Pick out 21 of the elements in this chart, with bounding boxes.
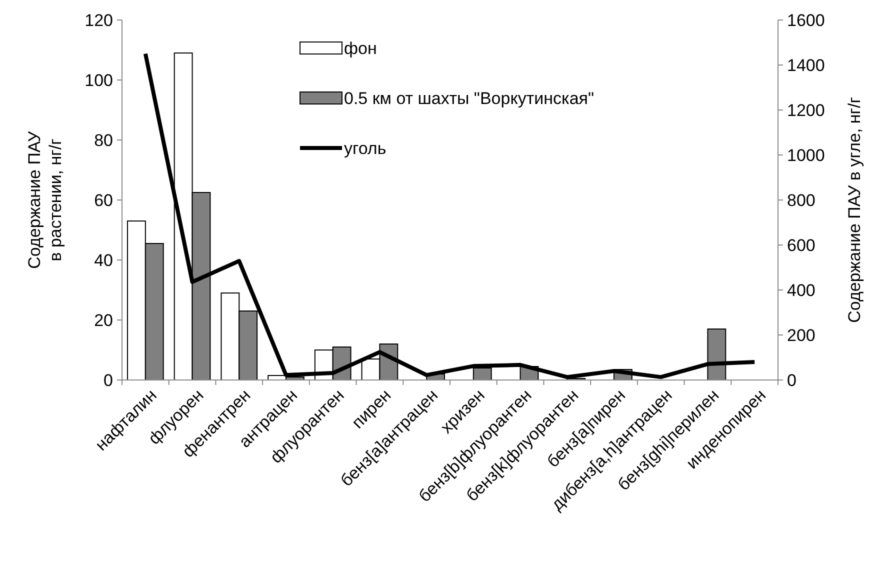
y2-tick-label: 800: [787, 190, 816, 210]
y-tick-label: 20: [94, 310, 113, 330]
y2-tick-label: 1400: [787, 56, 825, 75]
y2-tick-label: 0: [787, 370, 796, 390]
y-tick-label: 120: [84, 10, 113, 30]
legend-label: 0.5 км от шахты "Воркутинская": [344, 88, 594, 108]
legend-label: уголь: [344, 138, 386, 158]
y2-tick-label: 1000: [787, 146, 825, 165]
y2-axis-title: Содержание ПАУ в угле, нг/г: [845, 97, 864, 323]
y2-tick-label: 600: [787, 236, 816, 255]
y-tick-label: 100: [84, 70, 113, 90]
y2-tick-label: 200: [787, 326, 816, 345]
y-tick-label: 40: [94, 250, 113, 270]
y-tick-label: 60: [94, 190, 113, 210]
y-tick-label: 80: [94, 130, 113, 150]
legend-label: фон: [344, 38, 377, 58]
y-axis-title: Содержание ПАУ в растении, нг/г: [25, 130, 65, 269]
y2-tick-label: 1600: [787, 10, 825, 30]
y2-tick-label: 1200: [787, 100, 825, 120]
y2-tick-label: 400: [787, 280, 816, 300]
y-tick-label: 0: [104, 370, 113, 390]
